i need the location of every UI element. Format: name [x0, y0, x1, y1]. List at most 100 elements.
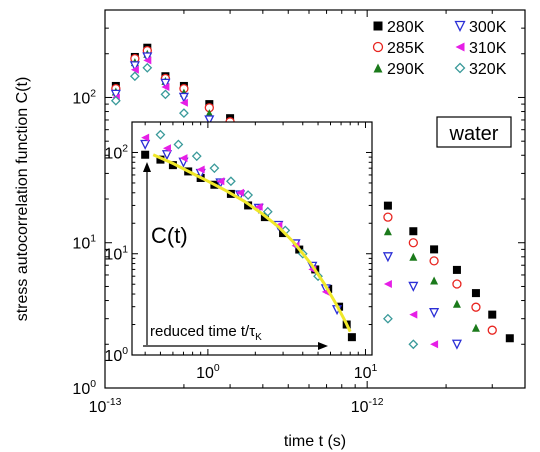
- data-point: [129, 71, 140, 82]
- data-point: [383, 313, 393, 324]
- inset-y-tick-label: 100: [104, 346, 128, 365]
- inset-data-point: [173, 139, 184, 150]
- data-point: [160, 78, 171, 89]
- data-point: [452, 265, 461, 274]
- legend-label-320K: 320K: [469, 61, 507, 78]
- inset-data-point: [141, 150, 150, 159]
- inset-y-tick-label-exponent: 2: [122, 143, 128, 154]
- data-point: [129, 61, 140, 72]
- inset-fit-curve: [152, 153, 352, 333]
- inset-y-tick-label: 101: [104, 245, 128, 264]
- data-point: [408, 238, 418, 248]
- water-annotation-label: water: [449, 123, 499, 145]
- main-x-tick-label: 10-13: [89, 397, 122, 416]
- inset-data-point: [140, 139, 151, 150]
- inset-data-point: [225, 176, 236, 187]
- data-point: [110, 89, 121, 100]
- inset-x-axis-title: reduced time t/τK: [150, 323, 262, 343]
- main-x-tick-label-base: 10: [351, 399, 369, 416]
- main-x-tick-label-base: 10: [89, 399, 107, 416]
- inset-x-tick-label-base: 10: [354, 365, 372, 382]
- data-point: [178, 92, 189, 103]
- inset-x-axis-title-text: reduced time t/: [150, 323, 250, 340]
- legend-label-300K: 300K: [469, 19, 507, 36]
- inset-y-tick-label-base: 10: [104, 348, 122, 365]
- data-point: [430, 276, 439, 285]
- main-y-tick-label-exponent: 0: [90, 379, 96, 390]
- inset-x-axis-title-tau: τ: [249, 323, 255, 340]
- inset-data-point: [179, 154, 188, 163]
- inset-x-tick-label: 101: [354, 363, 378, 382]
- inset-y-tick-label-base: 10: [104, 145, 122, 162]
- data-point: [452, 299, 461, 308]
- data-point: [179, 98, 188, 107]
- data-point: [130, 65, 139, 74]
- main-x-tick-label-exponent: -13: [106, 397, 121, 408]
- legend: 280K 285K 290K 300K 310K 320K: [372, 19, 507, 78]
- data-point: [408, 281, 419, 292]
- data-point: [408, 339, 419, 350]
- main-x-tick-label-exponent: -12: [369, 397, 384, 408]
- inset-y-tick-label: 102: [104, 143, 128, 162]
- legend-label-280K: 280K: [387, 19, 425, 36]
- inset-y-arrow: [143, 162, 151, 345]
- main-y-tick-label-exponent: 1: [90, 234, 96, 245]
- data-point: [204, 115, 215, 126]
- legend-marker-280K: [373, 21, 383, 31]
- inset-background: [132, 122, 372, 355]
- main-x-axis-title: time t (s): [284, 433, 346, 450]
- data-point: [430, 340, 439, 349]
- inset-data-point: [262, 206, 273, 217]
- inset-data-point: [155, 129, 166, 140]
- inset-data-point: [141, 133, 150, 142]
- inset-y-axis-title: C(t): [151, 223, 188, 248]
- inset-x-tick-label-exponent: 1: [371, 363, 377, 374]
- inset-data-point: [347, 333, 356, 342]
- data-point: [487, 325, 497, 335]
- inset-x-tick-label-exponent: 0: [214, 363, 220, 374]
- main-y-tick-label-base: 10: [72, 381, 90, 398]
- inset-data-point: [161, 150, 173, 161]
- data-point: [143, 56, 152, 65]
- data-point: [409, 310, 418, 319]
- main-y-tick-label: 101: [72, 234, 96, 253]
- inset-x-arrow: [143, 342, 328, 350]
- data-point: [505, 334, 514, 343]
- legend-label-290K: 290K: [387, 61, 425, 78]
- data-point: [409, 227, 418, 236]
- data-point: [451, 339, 462, 350]
- inset-data-point: [209, 163, 220, 174]
- legend-marker-310K: [455, 42, 465, 52]
- inset-data-point: [162, 144, 171, 153]
- data-point: [429, 308, 440, 319]
- inset-data-point: [196, 165, 205, 174]
- data-point: [471, 302, 481, 312]
- inset-y-tick-label-base: 10: [104, 247, 122, 264]
- main-y-tick-label-base: 10: [72, 236, 90, 253]
- data-point: [383, 212, 393, 222]
- legend-marker-285K: [372, 41, 384, 53]
- inset-series-320K: [155, 129, 323, 282]
- inset-data-point: [243, 190, 254, 200]
- main-y-tick-label: 100: [72, 379, 96, 398]
- legend-marker-290K: [373, 63, 383, 73]
- water-annotation-box: water: [436, 116, 512, 148]
- data-point: [471, 323, 480, 332]
- main-axis-ticks: [104, 9, 526, 389]
- main-y-tick-label-base: 10: [72, 90, 90, 107]
- data-point: [471, 289, 480, 298]
- data-point: [383, 201, 392, 210]
- inset-data-point: [216, 177, 225, 186]
- inset-frame: [131, 121, 373, 356]
- inset-y-tick-label-exponent: 0: [122, 346, 128, 357]
- data-point: [409, 252, 418, 261]
- data-point: [382, 252, 393, 263]
- main-y-tick-label-exponent: 2: [90, 88, 96, 99]
- inset-y-tick-label-exponent: 1: [122, 245, 128, 256]
- data-point: [205, 109, 214, 118]
- legend-label-285K: 285K: [387, 40, 425, 57]
- inset-x-tick-label-base: 10: [196, 365, 214, 382]
